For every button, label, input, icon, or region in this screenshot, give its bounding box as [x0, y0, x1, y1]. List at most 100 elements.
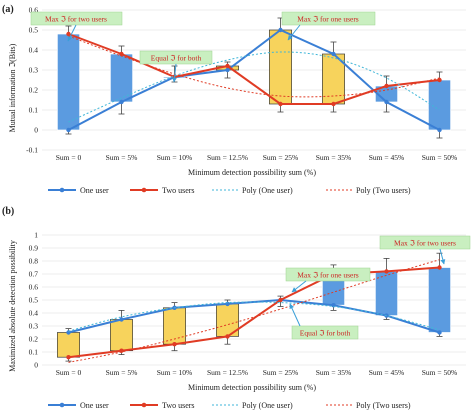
- panel-a-y-tick-label: 0.3: [29, 66, 39, 75]
- legend-item-one-user: One user: [48, 401, 109, 410]
- annotation-box: [30, 11, 123, 26]
- annotation-box: [285, 267, 371, 282]
- svg-text:One user: One user: [80, 401, 109, 410]
- panel-b-label: (b): [2, 206, 14, 217]
- panel-b-y-tick-label: 0.7: [29, 270, 39, 279]
- panel-b-box: [57, 332, 80, 358]
- annotation-arrow: [291, 280, 307, 293]
- panel-a-x-tick-label: Sum = 0: [56, 153, 82, 162]
- svg-text:One user: One user: [80, 186, 109, 195]
- panel-b-annotation-max-one: Max ℑ for one users: [285, 267, 371, 293]
- panel-b-x-tick-label: Sum = 45%: [369, 368, 404, 377]
- panel-a-series-point-1: [384, 83, 389, 89]
- panel-b-box: [428, 267, 451, 333]
- panel-b-annotation-equal: Equal ℑ for both: [289, 303, 359, 340]
- panel-a-label: (a): [2, 4, 14, 15]
- panel-a-series-poly-3: [68, 35, 440, 98]
- panel-a-y-tick-label: 0.6: [29, 6, 39, 15]
- panel-b-x-tick-label: Sum = 25%: [263, 368, 298, 377]
- panel-a-x-tick-label: Sum = 35%: [316, 153, 351, 162]
- panel-b-grid: [42, 234, 466, 366]
- panel-b-x-tick-label: Sum = 5%: [106, 368, 138, 377]
- panel-a-y-tick-label: 0.2: [29, 86, 39, 95]
- panel-a-annotation-equal: Equal ℑ for both: [139, 50, 213, 83]
- panel-a-series-point-1: [278, 101, 283, 107]
- panel-a-y-tick-label: 0.4: [29, 46, 39, 55]
- panel-a-series-point-0: [331, 51, 336, 57]
- panel-a-series-point-1: [119, 51, 124, 57]
- panel-b-y-ticks: 0 0.1 0.2 0.3 0.4 0.5 0.6 0.7 0.8 0.9 1: [29, 231, 39, 370]
- legend-item-one-user: One user: [48, 186, 109, 195]
- annotation-arrow: [439, 248, 446, 265]
- panel-b-boxes: [57, 252, 451, 362]
- annotation-box: [379, 235, 471, 250]
- panel-a-box: [428, 79, 451, 131]
- panel-b-y-tick-label: 0.6: [29, 283, 39, 292]
- panel-a-x-tick-label: Sum = 50%: [422, 153, 457, 162]
- panel-b-box: [110, 319, 133, 352]
- panel-b-y-tick-label: 0.4: [29, 309, 39, 318]
- panel-a-series-point-1: [66, 31, 71, 37]
- svg-text:Poly (One user): Poly (One user): [242, 401, 293, 410]
- panel-a-y-tick-label: 0: [34, 126, 38, 135]
- annotation-box: [281, 11, 376, 26]
- annotation-text: Max ℑ for two users: [394, 239, 456, 248]
- panel-b-series-line-1: [68, 266, 440, 359]
- panel-b-y-tick-label: 0.2: [29, 335, 39, 344]
- panel-b-ylabel: Maximized absolute detection possibility: [8, 240, 17, 372]
- panel-a-annotation-max-two: Max ℑ for two users: [30, 11, 123, 42]
- panel-b-x-tick-label: Sum = 12.5%: [207, 368, 248, 377]
- panel-b-series-point-1: [225, 334, 230, 339]
- panel-a-y-tick-label: -0.1: [26, 146, 38, 155]
- panel-b-series-poly-2: [68, 301, 440, 332]
- panel-b-y-tick-label: 0.1: [29, 348, 39, 357]
- annotation-text: Equal ℑ for both: [151, 54, 202, 63]
- panel-b-x-tick-label: Sum = 35%: [316, 368, 351, 377]
- svg-text:Poly (Two users): Poly (Two users): [356, 186, 411, 195]
- panel-b-legend: One user Two users Poly (One user) Poly …: [48, 401, 411, 410]
- svg-text:Two users: Two users: [162, 186, 195, 195]
- panel-b-y-tick-label: 0.5: [29, 296, 39, 305]
- svg-text:Two users: Two users: [162, 401, 195, 410]
- panel-a-box: [57, 33, 80, 131]
- panel-a-series-point-0: [437, 127, 442, 133]
- panel-a-y-tick-label: 0.5: [29, 26, 39, 35]
- legend-item-poly-two-users: Poly (Two users): [326, 401, 411, 410]
- panel-a-series-point-1: [225, 63, 230, 69]
- panel-a-ylabel: Mutual information ℑ(Bits): [8, 43, 17, 132]
- panel-a-series-line-1: [68, 33, 440, 105]
- panel-a-series-point-0: [119, 99, 124, 105]
- panel-a-box: [269, 29, 292, 105]
- panel-b-x-tick-label: Sum = 0: [56, 368, 82, 377]
- panel-a-x-ticks: Sum = 0 Sum = 5% Sum = 10% Sum = 12.5% Sum =…: [56, 153, 457, 162]
- panel-a-x-tick-label: Sum = 45%: [369, 153, 404, 162]
- annotation-text: Max ℑ for one users: [297, 271, 359, 280]
- panel-a-series-point-1: [437, 77, 442, 83]
- annotation-arrow: [67, 24, 77, 42]
- annotation-box: [291, 325, 359, 340]
- panel-a-x-tick-label: Sum = 12.5%: [207, 153, 248, 162]
- panel-b-y-tick-label: 1: [34, 231, 38, 240]
- panel-b-series-point-1: [66, 355, 71, 360]
- panel-b-series-point-0: [119, 317, 124, 322]
- panel-b-x-ticks: Sum = 0 Sum = 5% Sum = 10% Sum = 12.5% Sum =…: [56, 368, 457, 377]
- panel-b-y-tick-label: 0.8: [29, 257, 39, 266]
- panel-b-xlabel: Minimum detection possibility sum (%): [188, 383, 316, 392]
- svg-text:Poly (Two users): Poly (Two users): [356, 401, 411, 410]
- panel-a-x-tick-label: Sum = 25%: [263, 153, 298, 162]
- panel-a-series-point-1: [331, 101, 336, 107]
- legend-item-poly-two-users: Poly (Two users): [326, 186, 411, 195]
- panel-b-y-tick-label: 0.9: [29, 244, 39, 253]
- panel-a-box: [110, 53, 133, 103]
- annotation-text: Equal ℑ for both: [300, 329, 351, 338]
- panel-a-series-point-0: [278, 27, 283, 33]
- panel-b-series-point-1: [278, 297, 283, 303]
- panel-a: (a) -0.100.10.20.30.40.50.6 Sum = 0 Sum =…: [2, 4, 466, 195]
- panel-a-boxes: [57, 17, 451, 139]
- panel-a-grid: [42, 9, 466, 151]
- annotation-text: Max ℑ for one users: [297, 15, 359, 24]
- panel-b-annotation-max-two: Max ℑ for two users: [379, 235, 471, 265]
- panel-a-legend: One user Two users Poly (One user) Poly …: [48, 186, 411, 195]
- panel-a-x-tick-label: Sum = 5%: [106, 153, 138, 162]
